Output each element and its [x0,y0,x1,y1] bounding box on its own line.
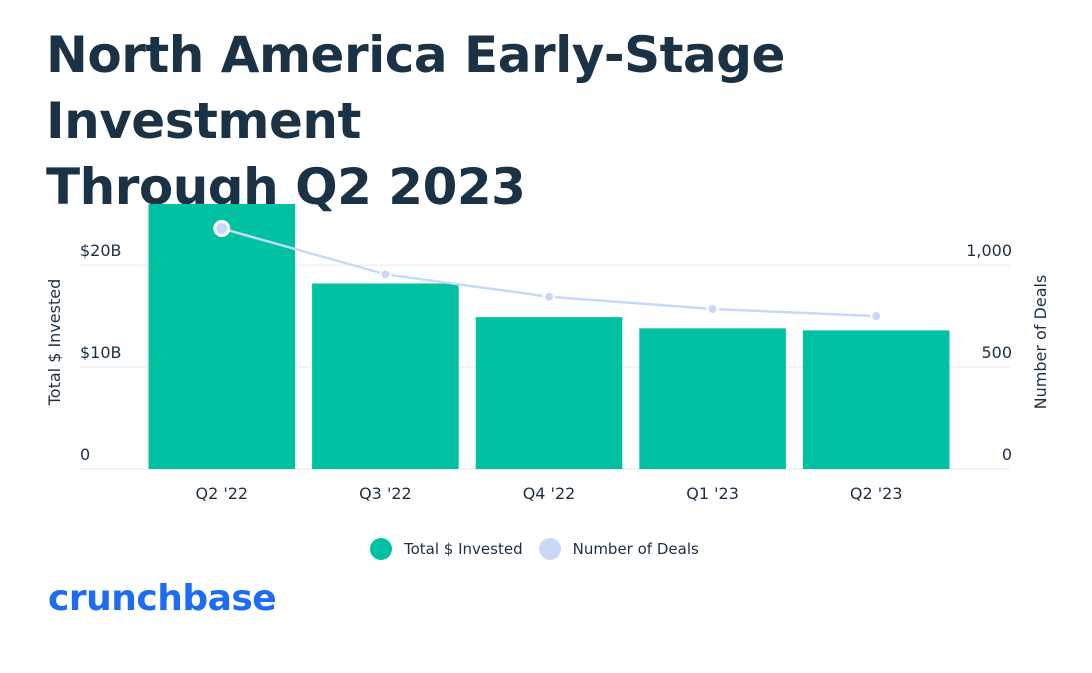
x-tick-label-3: Q1 '23 [686,484,739,503]
bar-0[interactable] [148,204,296,469]
chart-title-line-1: North America Early-Stage Investment [46,26,785,150]
right-axis-ticks: 0 500 1,000 [966,241,1012,464]
legend-item-invested[interactable]: Total $ Invested [370,538,523,560]
y2-tick-label-2: 1,000 [966,241,1012,260]
legend-item-deals[interactable]: Number of Deals [538,538,699,560]
crunchbase-logo[interactable]: crunchbase [48,578,277,619]
legend-swatch-deals [538,538,561,560]
x-tick-label-1: Q3 '22 [359,484,412,503]
legend-label-deals: Number of Deals [572,540,699,558]
y2-axis-label: Number of Deals [1031,275,1050,410]
bar-1[interactable] [312,283,459,470]
deals-point-1[interactable] [379,268,392,281]
y-tick-label-0: 0 [80,445,90,464]
bar-4[interactable] [802,330,950,469]
y-tick-label-1: $10B [80,343,122,362]
deals-point-4[interactable] [870,310,883,323]
chart-title: North America Early-Stage Investment Thr… [46,22,1046,220]
x-tick-label-2: Q4 '22 [523,484,576,503]
bars [148,204,950,470]
deals-point-2[interactable] [543,290,555,303]
x-tick-label-0: Q2 '22 [195,484,248,503]
y2-tick-label-0: 0 [1002,445,1012,464]
y2-tick-label-1: 500 [981,343,1012,362]
legend: Total $ Invested Number of Deals [370,538,715,560]
legend-label-invested: Total $ Invested [404,540,523,558]
legend-swatch-invested [370,538,392,560]
bar-3[interactable] [639,328,786,469]
x-axis-ticks: Q2 '22 Q3 '22 Q4 '22 Q1 '23 Q2 '23 [195,484,902,503]
bar-2[interactable] [475,317,623,469]
x-tick-label-4: Q2 '23 [850,484,903,503]
left-axis-ticks: 0 $10B $20B [80,241,122,464]
deals-point-3[interactable] [706,302,719,315]
y-tick-label-2: $20B [80,241,122,260]
deals-point-0[interactable] [213,219,231,237]
y-axis-label: Total $ Invested [45,279,64,407]
deals-line-series [213,219,883,323]
